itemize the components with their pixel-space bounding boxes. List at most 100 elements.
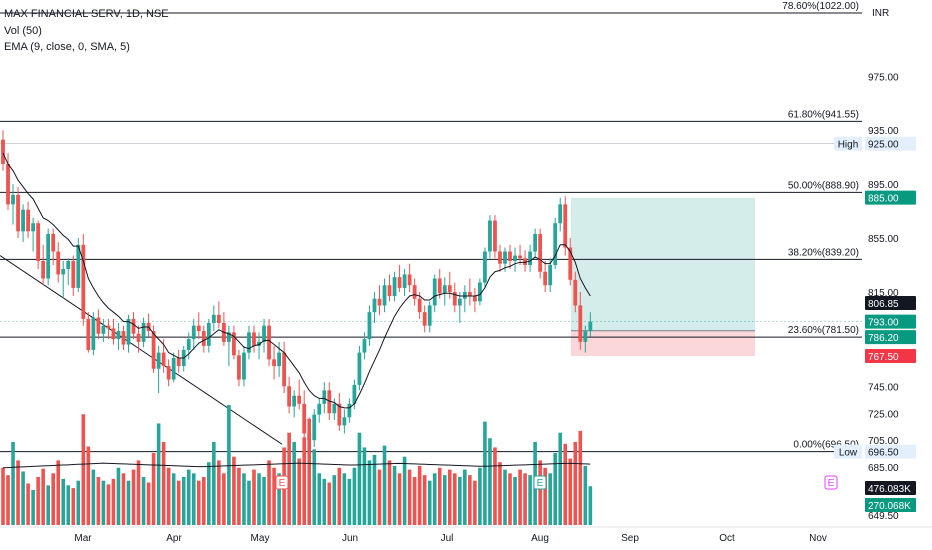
earnings-marker-box <box>533 475 547 490</box>
ema-indicator-label[interactable]: EMA (9, close, 0, SMA, 5) <box>4 41 130 53</box>
volume-bar <box>312 449 317 525</box>
candle <box>337 393 342 431</box>
earnings-marker[interactable]: E <box>824 475 838 490</box>
volume-bar <box>151 453 156 525</box>
earnings-marker-label: E <box>828 478 835 489</box>
long-position-tool[interactable] <box>571 197 755 356</box>
candle-body <box>51 234 56 252</box>
candle-body <box>488 220 492 252</box>
candle <box>262 318 266 353</box>
volume-bar <box>432 473 437 525</box>
candle-body <box>136 333 141 342</box>
volume-bar <box>543 467 547 525</box>
target-zone <box>571 197 755 331</box>
candle-body <box>553 223 558 266</box>
candle <box>402 269 407 297</box>
candle-body <box>36 223 41 261</box>
volume-bar <box>493 447 497 525</box>
volume-bar <box>41 468 45 525</box>
volume-bar <box>136 460 141 525</box>
price-badge-label: High <box>838 140 859 151</box>
candle-body <box>287 386 292 407</box>
candle <box>528 244 532 272</box>
volume-bar <box>573 441 578 525</box>
candle <box>242 345 246 387</box>
volume-bar <box>342 473 347 525</box>
price-badge: 806.85 <box>865 295 916 310</box>
price-badge: 885.00 <box>865 190 916 205</box>
price-axis[interactable]: INR 975.00 935.00 895.00 855.00 815.00 745.00 7… <box>868 8 899 522</box>
candle-body <box>533 234 538 252</box>
candle-body <box>216 314 221 323</box>
candle <box>362 332 367 360</box>
price-badge: 925.00 High <box>834 136 916 151</box>
candle <box>272 345 276 380</box>
candle <box>11 184 15 225</box>
volume-bar <box>407 469 412 525</box>
candle <box>206 318 211 353</box>
fibonacci-retracement[interactable]: 78.60%(1022.00) 61.80%(941.55) 50.00%(888.… <box>0 1 862 453</box>
time-axis[interactable]: Mar Apr May Jun Jul Aug Sep Oct Nov <box>0 526 932 544</box>
candle-body <box>503 251 507 264</box>
price-badge-box <box>865 481 916 495</box>
volume-bar <box>66 485 71 525</box>
candle <box>41 244 46 286</box>
candle-body <box>1 139 5 164</box>
earnings-marker[interactable]: E <box>533 475 547 490</box>
candle <box>111 318 116 345</box>
volume-bar <box>563 443 568 525</box>
volume-bar <box>468 475 472 525</box>
candle <box>573 271 578 313</box>
candle <box>232 325 236 360</box>
candle-body <box>191 325 196 340</box>
volume-bar <box>101 480 106 525</box>
volume-bar <box>71 488 76 525</box>
price-axis-tick: 745.00 <box>868 382 899 393</box>
volume-bar <box>267 460 271 525</box>
candle <box>427 301 432 333</box>
fib-level-label: 38.20%(839.20) <box>788 247 859 258</box>
candle <box>462 285 467 313</box>
candle-body <box>387 285 392 297</box>
earnings-marker-box <box>824 475 838 490</box>
volume-bar <box>111 478 116 525</box>
volume-bar <box>181 477 186 525</box>
volume-bar <box>463 469 467 525</box>
volume-bar <box>217 460 221 525</box>
price-axis-tick: 935.00 <box>868 126 899 137</box>
candle <box>186 332 191 360</box>
earnings-marker-box <box>275 475 289 490</box>
candle-body <box>86 318 91 350</box>
candle-body <box>513 255 517 261</box>
trendline[interactable] <box>0 255 283 445</box>
price-badge: 270.068K <box>865 498 916 512</box>
candle <box>297 379 302 410</box>
volume-indicator-label[interactable]: Vol (50) <box>4 25 42 37</box>
candle <box>31 217 36 252</box>
earnings-marker[interactable]: E <box>275 475 289 490</box>
price-badge: 786.20 <box>865 330 916 345</box>
candle <box>447 271 452 299</box>
price-axis-tick: 815.00 <box>868 288 899 299</box>
earnings-marker-label: E <box>537 478 544 489</box>
volume-bar <box>307 418 312 525</box>
price-badge-value: 786.20 <box>868 333 899 344</box>
candle-body <box>232 332 236 356</box>
volume-bar <box>322 478 327 525</box>
volume-bar <box>447 469 452 525</box>
candle-body <box>211 314 216 323</box>
price-badge-box <box>865 330 916 345</box>
candle <box>176 349 181 373</box>
volume-bar <box>317 473 322 525</box>
volume-bar <box>227 405 231 525</box>
candle-body <box>498 251 502 264</box>
candle <box>422 305 427 333</box>
candle-body <box>568 247 573 280</box>
candle-body <box>282 352 287 387</box>
candle <box>91 312 96 356</box>
candle <box>156 345 161 394</box>
candle <box>558 197 563 232</box>
candle <box>472 287 477 313</box>
